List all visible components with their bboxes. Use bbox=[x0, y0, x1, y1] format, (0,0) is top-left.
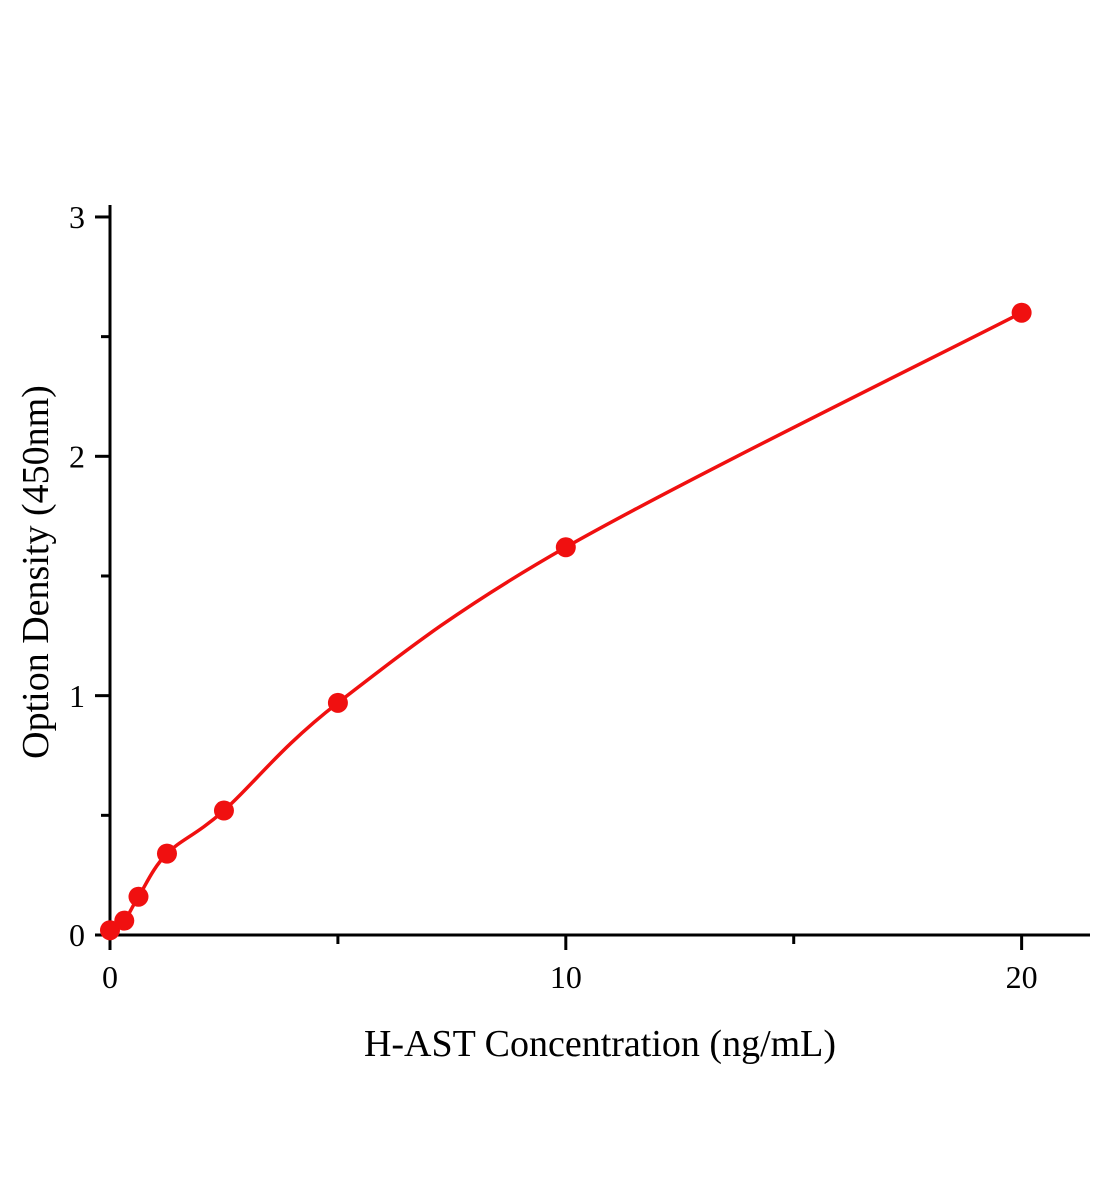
data-point bbox=[213, 800, 234, 821]
y-tick-label: 3 bbox=[69, 199, 85, 235]
data-point bbox=[100, 920, 120, 941]
data-point bbox=[156, 843, 177, 864]
data-point bbox=[555, 537, 576, 558]
data-point bbox=[1011, 302, 1032, 323]
data-point bbox=[114, 910, 135, 931]
x-axis-title: H-AST Concentration (ng/mL) bbox=[363, 1023, 837, 1065]
y-axis-title: Option Density (450nm) bbox=[15, 385, 57, 759]
x-tick-label: 0 bbox=[102, 959, 118, 995]
y-tick-label: 0 bbox=[69, 917, 85, 953]
y-tick-label: 2 bbox=[69, 439, 85, 475]
data-point bbox=[327, 692, 348, 713]
y-tick-label: 1 bbox=[69, 678, 85, 714]
fit-curve bbox=[109, 311, 1023, 932]
x-tick-label: 10 bbox=[550, 959, 582, 995]
data-point bbox=[128, 886, 149, 907]
x-tick-label: 20 bbox=[1006, 959, 1038, 995]
